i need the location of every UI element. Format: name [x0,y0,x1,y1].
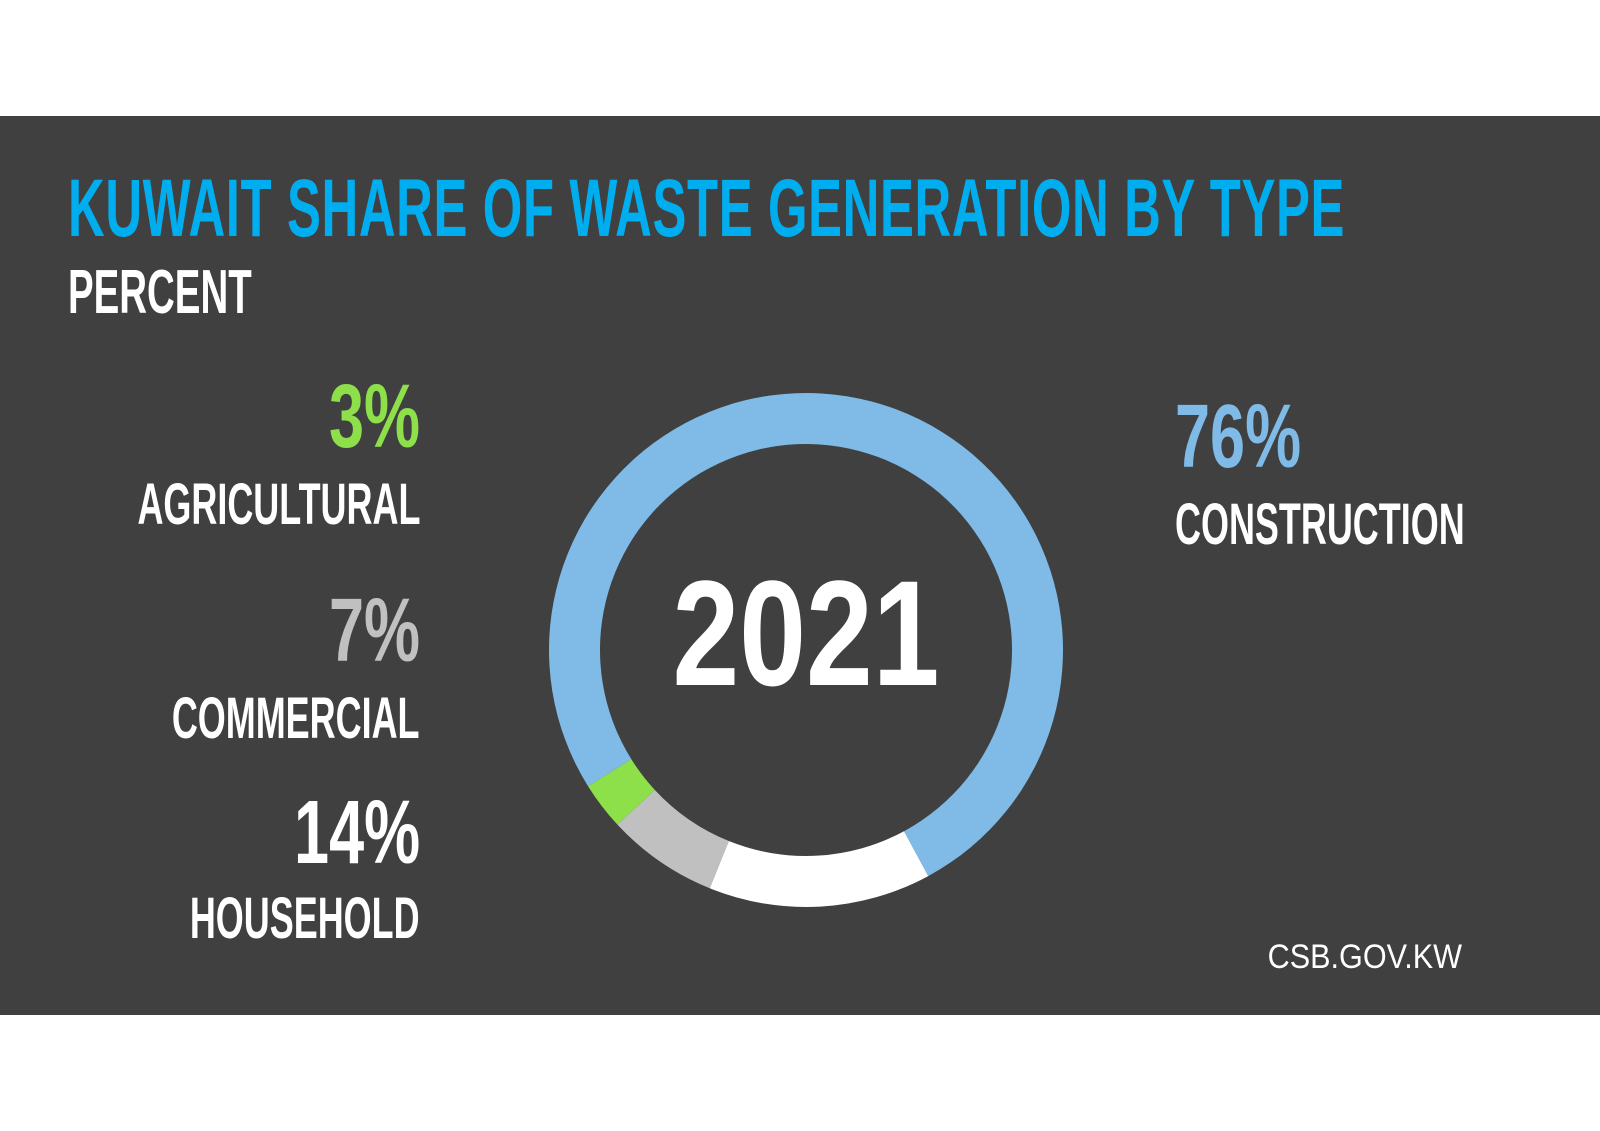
commercial-percent: 7% [328,581,420,681]
donut-slice-commercial [617,789,729,889]
construction-label: CONSTRUCTION [1175,492,1465,557]
commercial-label: COMMERCIAL [172,686,420,751]
center-year-label: 2021 [672,549,940,717]
agricultural-percent: 3% [328,367,420,467]
chart-title: KUWAIT SHARE OF WASTE GENERATION BY TYPE [68,163,1346,254]
agricultural-label: AGRICULTURAL [137,472,420,537]
construction-label-group: 76% CONSTRUCTION [1175,392,1600,554]
household-percent: 14% [293,783,420,883]
household-label-group: 14% HOUSEHOLD [49,788,420,948]
chart-subtitle: PERCENT [68,258,252,327]
commercial-label-group: 7% COMMERCIAL [20,586,420,748]
donut-slice-household [709,831,929,907]
source-label: CSB.GOV.KW [1267,938,1462,976]
agricultural-label-group: 3% AGRICULTURAL [0,372,420,534]
donut-slice-agricultural [588,759,655,825]
construction-percent: 76% [1175,387,1302,487]
household-label: HOUSEHOLD [190,886,420,951]
